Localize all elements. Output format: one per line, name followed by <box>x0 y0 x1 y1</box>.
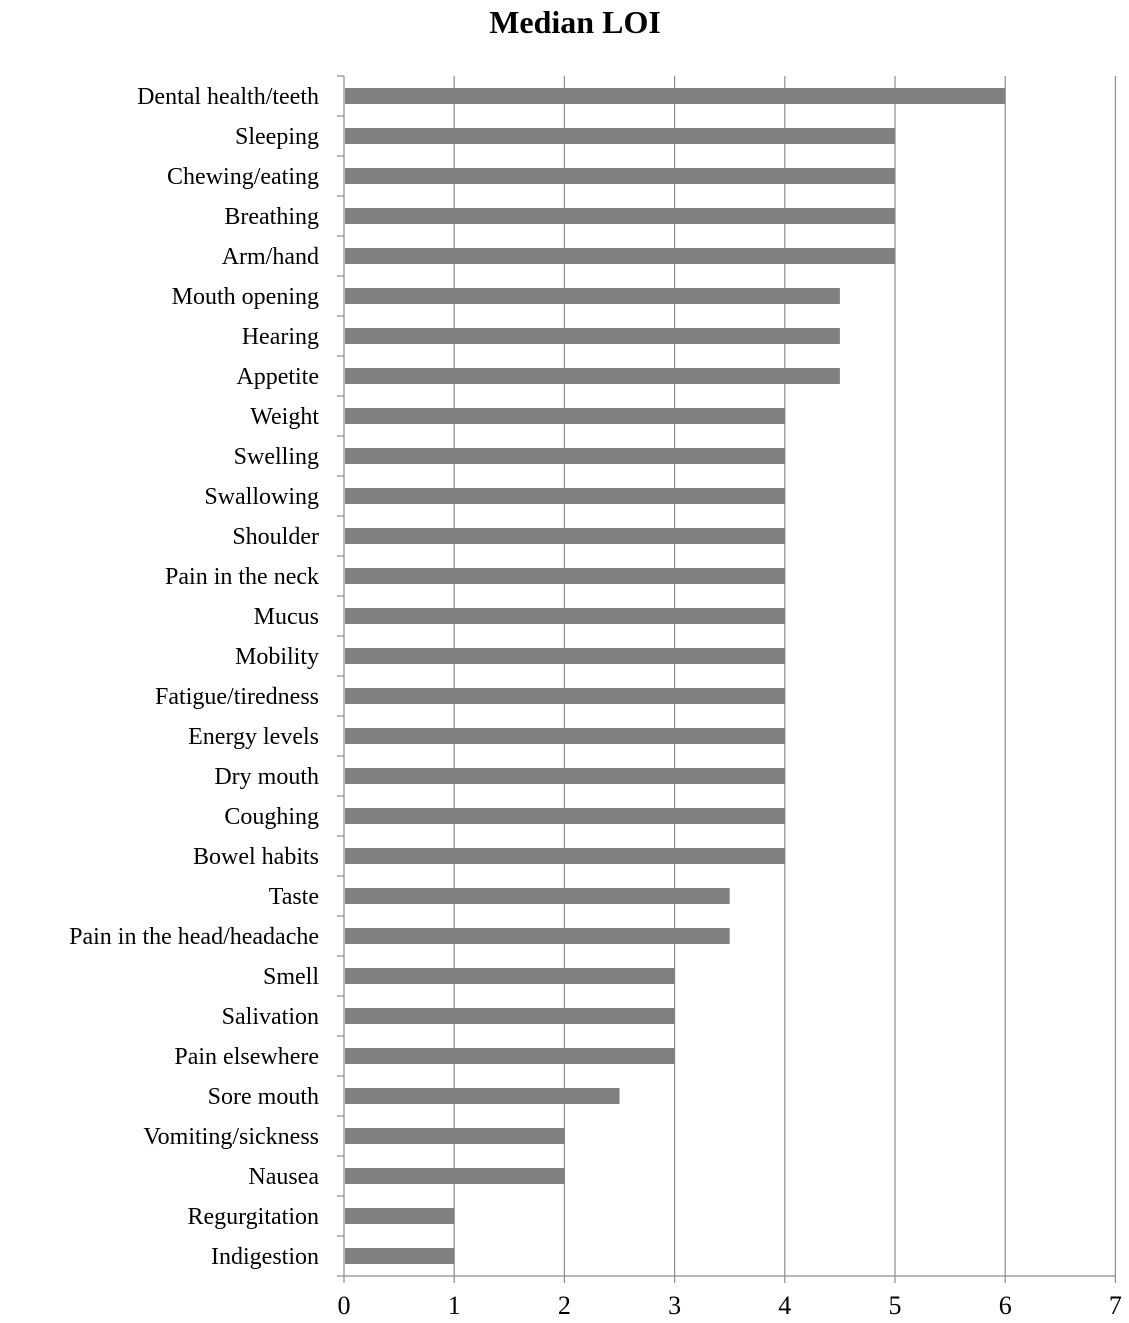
bar <box>345 568 785 584</box>
category-label: Pain in the head/headache <box>69 924 319 950</box>
chart-title: Median LOI <box>489 4 661 40</box>
bar <box>345 888 730 904</box>
bar <box>345 1048 675 1064</box>
category-label: Smell <box>263 964 319 990</box>
x-tick-label: 4 <box>778 1291 791 1320</box>
category-label: Indigestion <box>211 1244 319 1270</box>
bar <box>345 168 895 184</box>
bar <box>345 608 785 624</box>
category-label: Coughing <box>224 804 319 830</box>
category-label: Vomiting/sickness <box>143 1124 319 1150</box>
bar <box>345 1248 455 1264</box>
bar <box>345 448 785 464</box>
bar <box>345 328 840 344</box>
bar <box>345 1208 455 1224</box>
category-label: Arm/hand <box>222 244 319 270</box>
category-label: Sore mouth <box>208 1084 319 1110</box>
x-tick-label: 5 <box>889 1291 902 1320</box>
category-label: Regurgitation <box>187 1204 319 1230</box>
x-tick-label: 0 <box>338 1291 351 1320</box>
x-tick-label: 7 <box>1109 1291 1122 1320</box>
bar <box>345 88 1006 104</box>
bar <box>345 248 895 264</box>
bar <box>345 848 785 864</box>
bar <box>345 488 785 504</box>
category-label: Salivation <box>222 1004 319 1030</box>
bar <box>345 968 675 984</box>
x-tick-label: 3 <box>668 1291 681 1320</box>
bar <box>345 728 785 744</box>
bar <box>345 1088 620 1104</box>
category-label: Bowel habits <box>193 844 319 870</box>
category-label: Fatigue/tiredness <box>155 684 319 710</box>
bar <box>345 768 785 784</box>
bar <box>345 1168 565 1184</box>
category-label: Sleeping <box>235 124 319 150</box>
category-label: Pain elsewhere <box>174 1044 319 1070</box>
category-label: Nausea <box>248 1164 319 1190</box>
bar <box>345 128 895 144</box>
bar <box>345 288 840 304</box>
category-label: Weight <box>250 404 319 430</box>
x-tick-label: 1 <box>448 1291 461 1320</box>
category-label: Hearing <box>242 324 319 350</box>
category-label: Dental health/teeth <box>137 84 319 110</box>
category-label: Appetite <box>236 364 319 390</box>
category-label: Mobility <box>235 644 319 670</box>
bar <box>345 368 840 384</box>
bar <box>345 208 895 224</box>
category-label: Breathing <box>224 204 319 230</box>
bar <box>345 808 785 824</box>
category-label: Mouth opening <box>172 284 319 310</box>
category-label: Dry mouth <box>214 764 319 790</box>
category-label: Shoulder <box>232 524 319 550</box>
category-label: Chewing/eating <box>167 164 319 190</box>
bar <box>345 408 785 424</box>
category-label: Mucus <box>254 604 319 630</box>
bar <box>345 648 785 664</box>
x-tick-label: 6 <box>999 1291 1012 1320</box>
category-label: Pain in the neck <box>165 564 319 590</box>
bar <box>345 1008 675 1024</box>
bar <box>345 528 785 544</box>
category-label: Energy levels <box>188 724 319 750</box>
category-label: Swelling <box>234 444 319 470</box>
bar <box>345 928 730 944</box>
category-label: Taste <box>269 884 319 910</box>
category-label: Swallowing <box>204 484 319 510</box>
bar <box>345 1128 565 1144</box>
bar <box>345 688 785 704</box>
x-tick-label: 2 <box>558 1291 571 1320</box>
